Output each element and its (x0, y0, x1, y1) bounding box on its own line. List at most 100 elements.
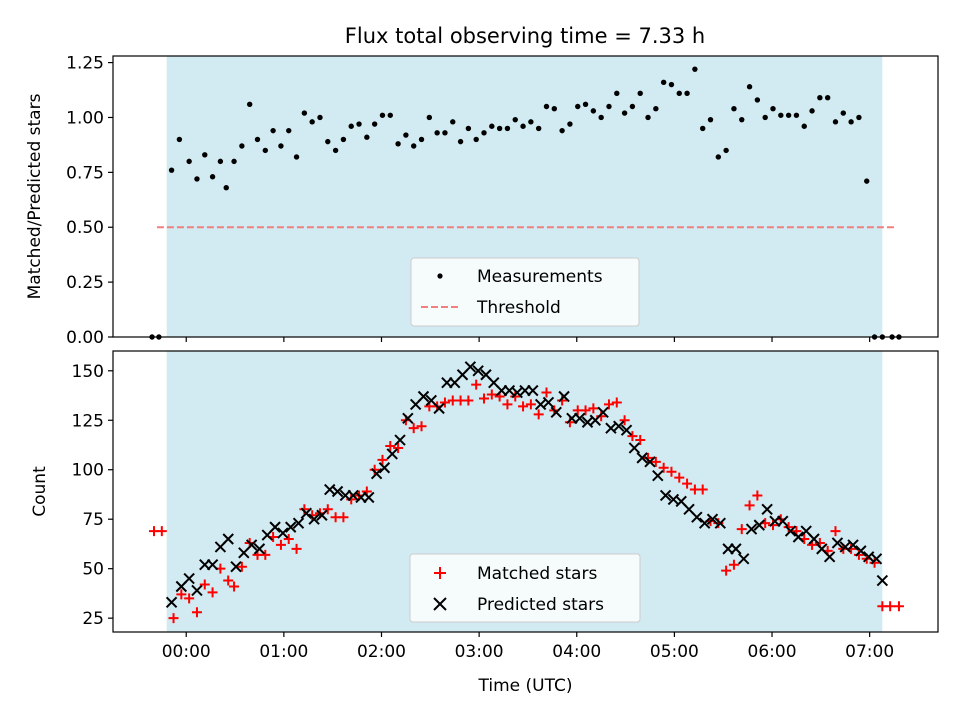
measurement-point (621, 110, 628, 116)
measurement-point (864, 178, 870, 184)
measurement-point (465, 125, 472, 132)
chart-title: Flux total observing time = 7.33 h (345, 24, 705, 48)
y-tick-label: 75 (82, 510, 104, 530)
matched-star-point (611, 397, 622, 408)
matched-star-point (184, 593, 195, 604)
legend-box-top (410, 257, 640, 327)
matched-star-point (275, 539, 286, 550)
matched-star-point (752, 490, 763, 501)
measurement-point (379, 112, 386, 118)
predicted-star-point (761, 503, 773, 516)
measurement-point (840, 110, 846, 116)
matched-star-point (479, 393, 490, 404)
predicted-star-point (269, 521, 281, 533)
measurement-point (817, 95, 823, 101)
measurement-point (442, 130, 448, 136)
matched-star-point (322, 504, 333, 515)
predicted-star-point (753, 519, 766, 531)
measurement-point (512, 116, 518, 123)
predicted-star-point (417, 390, 430, 403)
predicted-star-point (644, 456, 656, 468)
matched-star-point (463, 395, 474, 406)
predicted-star-point (191, 584, 203, 597)
measurement-point (270, 127, 276, 134)
measurement-point (489, 123, 495, 129)
measurement-point (262, 147, 269, 154)
measurement-point (684, 90, 690, 97)
x-tick-label: 00:00 (162, 642, 211, 662)
matched-star-point (541, 387, 552, 398)
predicted-star-point (284, 521, 297, 533)
measurement-point (824, 95, 831, 101)
measurement-point (660, 79, 667, 86)
measurement-point (209, 174, 216, 180)
matched-star-point (191, 607, 202, 618)
measurement-point (668, 81, 675, 88)
measurement-point (700, 125, 706, 132)
measurement-point (809, 108, 815, 114)
predicted-star-point (433, 402, 445, 415)
matched-star-point (885, 601, 896, 612)
y-tick-label: 1.25 (66, 54, 104, 74)
predicted-star-point (870, 553, 883, 565)
y-axis-label-bottom: Count (30, 466, 50, 517)
measurement-point (559, 127, 565, 134)
measurement-point (606, 103, 612, 110)
matched-star-point (393, 442, 404, 453)
matched-star-point (176, 589, 187, 600)
matched-star-point (338, 512, 349, 523)
measurement-point (325, 138, 331, 145)
predicted-star-point (714, 517, 726, 529)
x-tick-label: 06:00 (748, 642, 797, 662)
y-axis-ticks-bottom: 25 50 75 100 125 150 (72, 362, 113, 629)
measurement-point (848, 119, 854, 125)
measurement-point (168, 167, 175, 173)
predicted-star-point (230, 560, 242, 573)
predicted-star-point (628, 442, 641, 454)
measurement-point (278, 143, 284, 149)
predicted-star-point (378, 462, 391, 474)
y-tick-label: 0.25 (66, 273, 104, 293)
predicted-star-point (831, 537, 844, 549)
predicted-star-point (738, 553, 750, 565)
predicted-star-point (691, 511, 703, 523)
y-tick-label: 50 (82, 560, 104, 580)
matched-star-point (666, 466, 677, 477)
predicted-star-point (165, 596, 178, 609)
matched-star-point (291, 543, 302, 554)
legend-marker-predicted (433, 597, 447, 611)
measurement-point (629, 103, 636, 110)
matched-star-point (385, 440, 396, 451)
measurement-point (676, 90, 682, 97)
measurement-point (364, 134, 370, 140)
predicted-star-point (636, 452, 648, 464)
matched-star-point (619, 415, 630, 426)
legend-marker-matched (434, 567, 446, 579)
matched-star-point (156, 526, 167, 537)
measurement-point (387, 112, 393, 118)
predicted-star-point (652, 469, 664, 482)
y-tick-label: 1.00 (66, 108, 104, 128)
predicted-star-point (706, 513, 719, 525)
legend-label-measurements: Measurements (477, 267, 603, 287)
legend-marker-measurements (437, 273, 443, 279)
matched-star-point (830, 526, 841, 537)
predicted-star-point (300, 507, 313, 519)
y-tick-label: 125 (72, 411, 104, 431)
measurement-point (567, 121, 573, 127)
predicted-star-point (597, 406, 609, 419)
matched-star-point (736, 524, 747, 535)
measurement-point (194, 176, 200, 182)
measurement-point (371, 121, 378, 127)
measurement-point (348, 123, 354, 129)
x-axis-ticks-bottom: 00:00 01:00 02:00 03:00 04:00 05:00 06:00 07:00 (162, 632, 894, 662)
measurement-point (832, 119, 839, 125)
predicted-stars-series (165, 361, 889, 609)
predicted-star-point (363, 491, 375, 504)
matched-star-point (627, 431, 638, 442)
matched-star-point (207, 587, 218, 598)
matched-star-point (283, 533, 294, 544)
matched-star-point (471, 379, 482, 390)
matched-star-point (486, 389, 497, 400)
measurement-point (186, 158, 192, 165)
